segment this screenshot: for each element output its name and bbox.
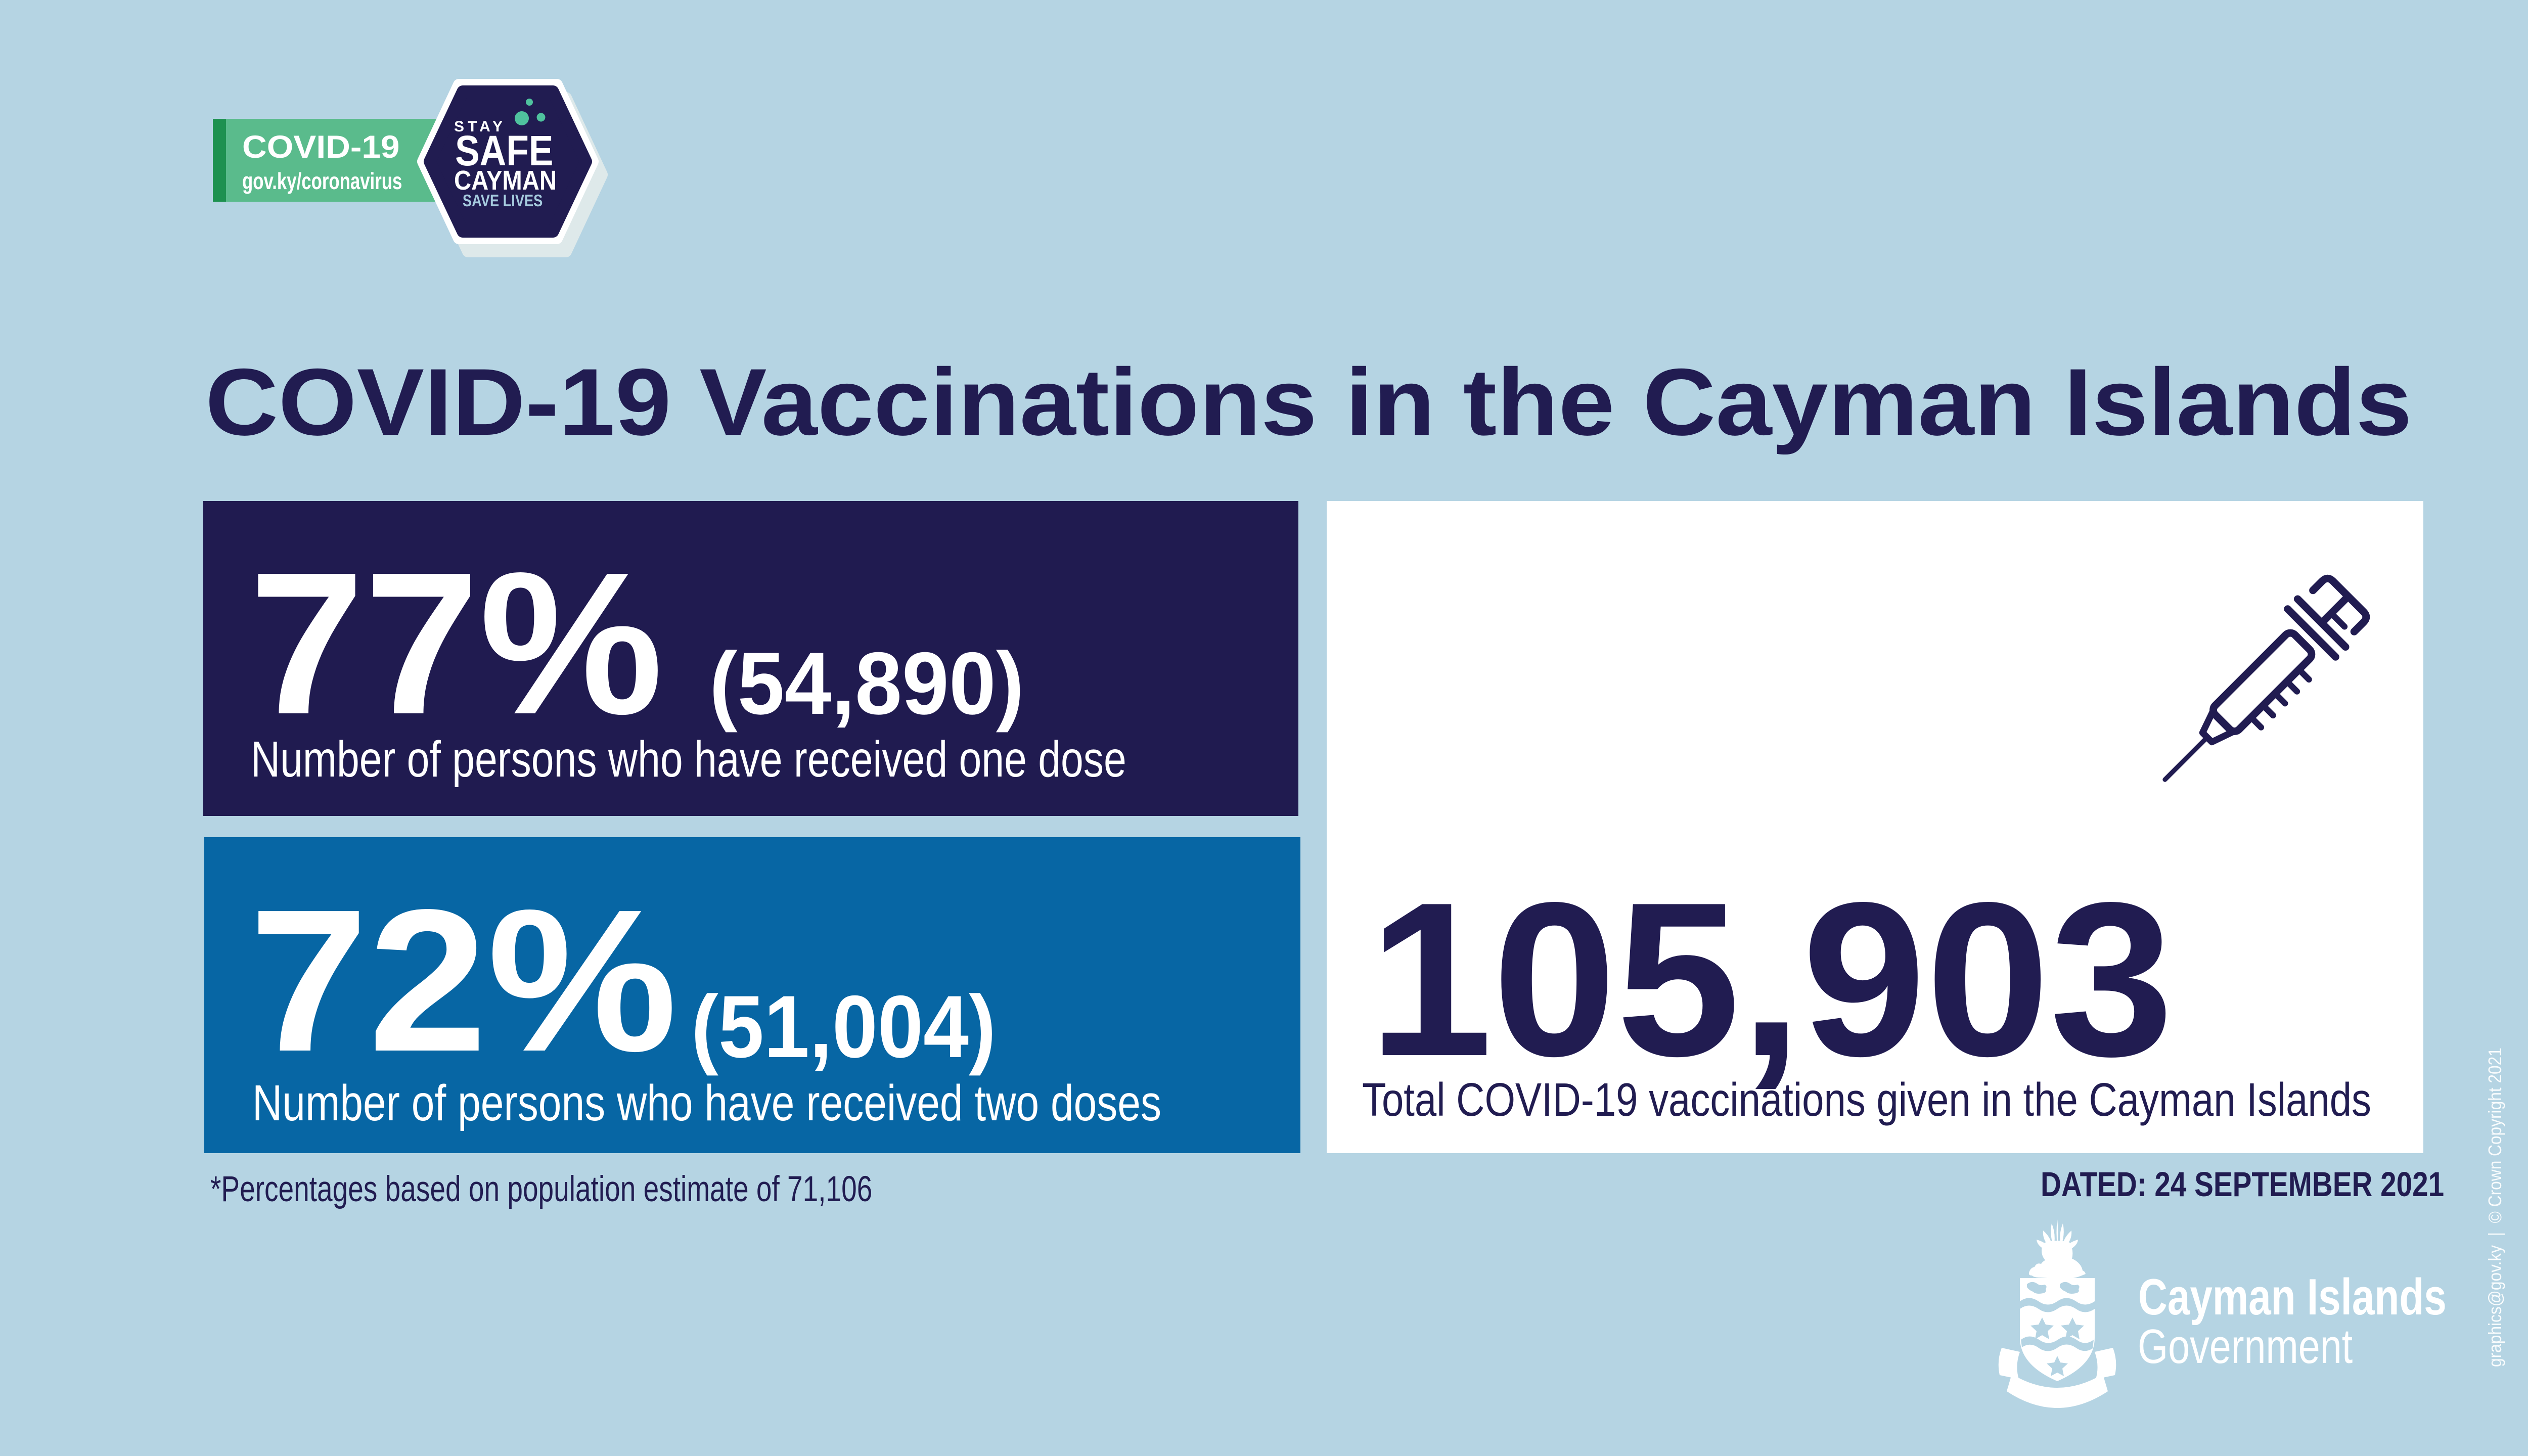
- svg-text:SAVE LIVES: SAVE LIVES: [463, 192, 543, 210]
- svg-text:CAYMAN: CAYMAN: [454, 165, 557, 196]
- svg-text:SAFE: SAFE: [455, 127, 553, 174]
- svg-text:STAY: STAY: [454, 118, 506, 135]
